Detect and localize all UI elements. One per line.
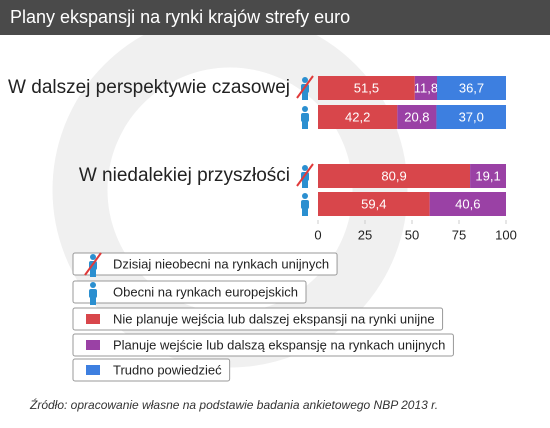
bar-segment xyxy=(436,105,506,129)
value-label: 59,4 xyxy=(361,196,386,211)
icon-body xyxy=(89,289,97,298)
category-label: W niedalekiej przyszłości xyxy=(79,165,290,186)
x-tick-label: 50 xyxy=(405,227,419,242)
value-label: 36,7 xyxy=(459,80,484,95)
legend-label: Planuje wejście lub dalszą ekspansję na … xyxy=(113,337,445,352)
icon-present xyxy=(89,282,97,305)
legend-label: Trudno powiedzieć xyxy=(113,362,222,377)
bar-segment xyxy=(429,192,506,216)
legend-box xyxy=(72,280,307,304)
icon-absent xyxy=(296,75,314,100)
source-note: Źródło: opracowanie własne na podstawie … xyxy=(29,397,438,412)
category-label: W dalszej perspektywie czasowej xyxy=(8,77,290,98)
icon-head xyxy=(90,282,96,288)
bar-segment xyxy=(437,76,506,100)
legend-swatch xyxy=(86,340,100,350)
title-bar xyxy=(0,0,550,35)
icon-legs xyxy=(302,121,308,129)
icon-legs xyxy=(302,208,308,216)
value-label: 19,1 xyxy=(475,168,500,183)
bar-segment xyxy=(318,192,430,216)
legend-label: Obecni na rynkach europejskich xyxy=(113,284,298,299)
icon-cross xyxy=(296,75,314,99)
legend-box xyxy=(72,252,338,276)
bar-segment xyxy=(318,105,398,129)
legend-box xyxy=(72,333,454,357)
value-label: 42,2 xyxy=(345,109,370,124)
value-label: 37,0 xyxy=(459,109,484,124)
x-tick-label: 25 xyxy=(358,227,372,242)
legend-swatch xyxy=(86,365,100,375)
icon-legs xyxy=(90,269,96,277)
x-tick-label: 100 xyxy=(495,227,517,242)
icon-cross xyxy=(84,252,102,276)
icon-legs xyxy=(302,92,308,100)
icon-present xyxy=(301,106,309,129)
x-tick-label: 75 xyxy=(452,227,466,242)
bar-segment xyxy=(318,76,415,100)
icon-head xyxy=(302,77,308,83)
icon-head xyxy=(90,254,96,260)
icon-head xyxy=(302,165,308,171)
icon-cross xyxy=(296,163,314,187)
bar-segment xyxy=(318,164,471,188)
legend-label: Nie planuje wejścia lub dalszej ekspansj… xyxy=(113,311,435,326)
value-label: 11,8 xyxy=(414,80,438,95)
bar-segment xyxy=(414,76,438,100)
icon-absent xyxy=(296,163,314,188)
value-label: 80,9 xyxy=(381,168,406,183)
bar-segment xyxy=(470,164,506,188)
legend-box xyxy=(72,358,231,382)
legend-swatch xyxy=(86,314,100,324)
value-label: 51,5 xyxy=(354,80,379,95)
icon-absent xyxy=(84,252,102,277)
x-tick-label: 0 xyxy=(314,227,321,242)
bar-segment xyxy=(397,105,437,129)
icon-head xyxy=(302,106,308,112)
value-label: 40,6 xyxy=(455,196,480,211)
icon-head xyxy=(302,193,308,199)
chart-title: Plany ekspansji na rynki krajów strefy e… xyxy=(10,7,350,27)
icon-body xyxy=(301,113,309,122)
icon-legs xyxy=(302,180,308,188)
legend-label: Dzisiaj nieobecni na rynkach unijnych xyxy=(113,256,329,271)
icon-body xyxy=(301,200,309,209)
icon-present xyxy=(301,193,309,216)
legend-box xyxy=(72,307,444,331)
icon-legs xyxy=(90,297,96,305)
value-label: 20,8 xyxy=(404,109,429,124)
